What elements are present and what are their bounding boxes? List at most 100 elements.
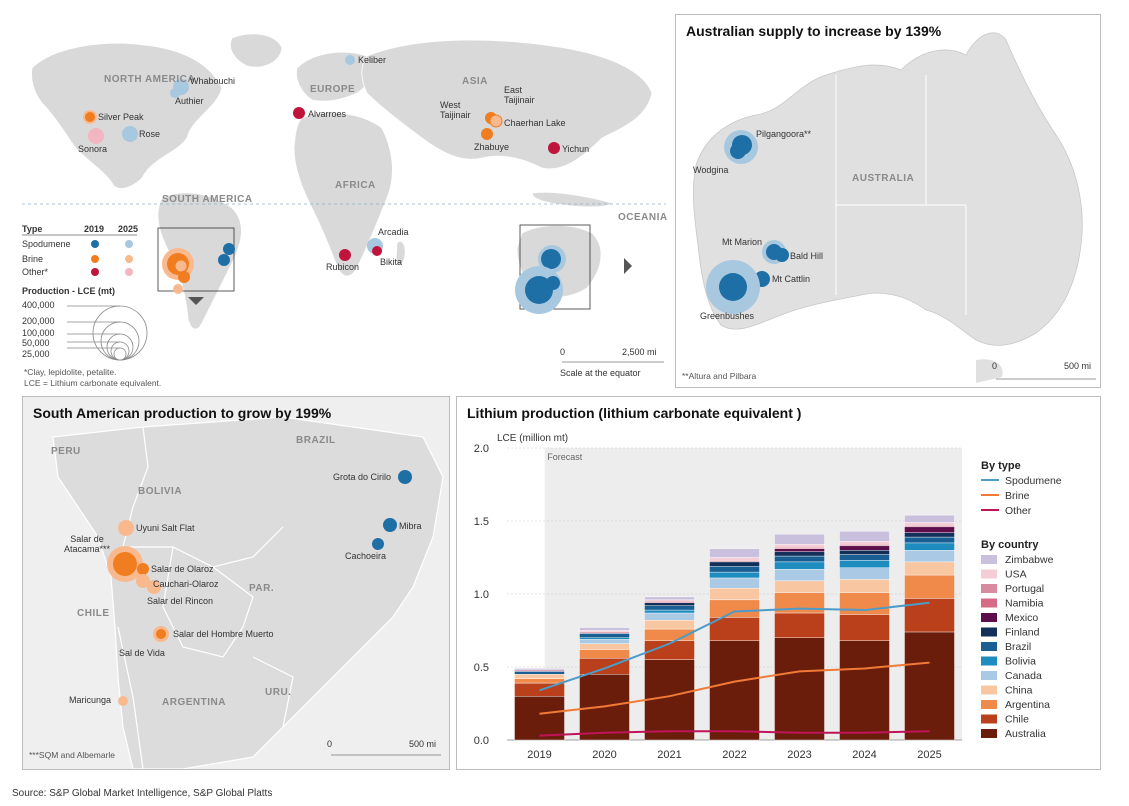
label-yichun: Yichun bbox=[562, 144, 590, 154]
europe-shape bbox=[295, 51, 373, 102]
label-mt-marion: Mt Marion bbox=[722, 237, 763, 247]
bar-segment-bolivia bbox=[579, 637, 630, 640]
bar-segment-chile bbox=[579, 658, 630, 675]
australia-title: Australian supply to increase by 139% bbox=[686, 23, 942, 39]
bar-segment-australia bbox=[904, 631, 955, 741]
bar-segment-bolivia bbox=[774, 561, 825, 570]
label-pilgangoora: Pilgangoora** bbox=[756, 129, 812, 139]
bar-segment-finland bbox=[839, 549, 890, 555]
region-australia: AUSTRALIA bbox=[852, 173, 915, 184]
bar-segment-china bbox=[579, 643, 630, 650]
x-tick-label: 2025 bbox=[917, 749, 941, 761]
label-sonora: Sonora bbox=[78, 144, 108, 154]
asia-shape bbox=[361, 39, 653, 170]
legend-size-25000: 25,000 bbox=[22, 349, 50, 359]
label-cauchari: Cauchari-Olaroz bbox=[153, 579, 219, 589]
bar-segment-china bbox=[514, 674, 565, 679]
label-atacama: Salar de Atacama*** bbox=[63, 534, 111, 554]
y-axis-label: LCE (million mt) bbox=[497, 433, 568, 444]
bar-segment-argentina bbox=[839, 592, 890, 615]
bar-segment-zimbabwe bbox=[904, 514, 955, 523]
bar-segment-usa bbox=[579, 630, 630, 633]
south-america-map bbox=[23, 397, 449, 769]
indonesia-shape bbox=[531, 191, 613, 208]
bar-segment-canada bbox=[904, 549, 955, 563]
madagascar-shape bbox=[395, 240, 406, 266]
bar-segment-canada bbox=[774, 568, 825, 582]
bar-segment-portugal bbox=[709, 560, 760, 563]
legend-year-2025: 2025 bbox=[118, 224, 139, 234]
bar-segment-usa bbox=[774, 544, 825, 548]
y-tick-label: 0.5 bbox=[474, 662, 489, 674]
bar-segment-portugal bbox=[514, 669, 565, 672]
greenland-shape bbox=[230, 33, 283, 68]
legend-label-usa: USA bbox=[1005, 569, 1027, 581]
bar-segment-zimbabwe bbox=[514, 668, 565, 671]
line-brine bbox=[539, 661, 930, 715]
legend-label-chile: Chile bbox=[1005, 714, 1029, 726]
x-tick-label: 2022 bbox=[722, 749, 746, 761]
bar-segment-zimbabwe bbox=[644, 596, 695, 601]
legend-size-400000: 400,000 bbox=[22, 300, 55, 310]
label-olaroz: Salar de Olaroz bbox=[151, 564, 214, 574]
inset-pointer-icon bbox=[624, 258, 632, 274]
legend-label-brazil: Brazil bbox=[1005, 641, 1031, 653]
label-greenbushes: Greenbushes bbox=[700, 311, 755, 321]
footnote-other: *Clay, lepidolite, petalite. bbox=[24, 367, 117, 377]
bar-segment-portugal bbox=[839, 544, 890, 547]
x-tick-label: 2024 bbox=[852, 749, 876, 761]
tasmania-shape bbox=[976, 359, 1003, 383]
label-uyuni: Uyuni Salt Flat bbox=[136, 523, 195, 533]
legend-year-2019: 2019 bbox=[84, 224, 105, 234]
bar-segment-usa bbox=[904, 522, 955, 526]
map-scale-caption: Scale at the equator bbox=[560, 368, 641, 378]
label-mt-cattlin: Mt Cattlin bbox=[772, 274, 811, 284]
bar-segment-zimbabwe bbox=[839, 531, 890, 542]
region-brazil: BRAZIL bbox=[296, 435, 336, 446]
label-keliber: Keliber bbox=[358, 55, 387, 65]
region-africa: AFRICA bbox=[335, 180, 376, 191]
region-oceania: OCEANIA bbox=[618, 212, 668, 223]
region-uru: URU. bbox=[265, 687, 292, 698]
australia-footnote: **Altura and Pilbara bbox=[682, 371, 757, 381]
x-tick-label: 2023 bbox=[787, 749, 811, 761]
map-legend-swatches bbox=[22, 234, 137, 276]
south-america-deposits bbox=[107, 470, 412, 706]
legend-label-canada: Canada bbox=[1005, 670, 1042, 682]
label-grota: Grota do Cirilo bbox=[333, 472, 392, 482]
oceania-inset-box bbox=[519, 224, 591, 310]
south-america-panel: South American production to grow by 199… bbox=[22, 396, 450, 770]
region-bolivia: BOLIVIA bbox=[138, 486, 183, 497]
label-east-taijinair: East Taijinair bbox=[504, 85, 535, 105]
bar-segment-china bbox=[904, 561, 955, 576]
region-argentina: ARGENTINA bbox=[162, 697, 226, 708]
legend-label-mexico: Mexico bbox=[1005, 612, 1038, 624]
line-other bbox=[539, 730, 930, 737]
bar-segment-australia bbox=[644, 659, 695, 741]
region-north-america: NORTH AMERICA bbox=[104, 74, 196, 85]
bar-segment-finland bbox=[709, 561, 760, 567]
bar-segment-portugal bbox=[644, 601, 695, 603]
legend-swatch-china bbox=[981, 685, 997, 695]
bar-segment-australia bbox=[514, 696, 565, 741]
legend-swatch-chile bbox=[981, 714, 997, 724]
legend-swatch-namibia bbox=[981, 598, 997, 608]
bar-segment-zimbabwe bbox=[709, 548, 760, 558]
footnote-lce: LCE = Lithium carbonate equivalent. bbox=[24, 378, 162, 388]
south-america-inset-box bbox=[157, 227, 235, 292]
legend-type-other: Other* bbox=[22, 267, 49, 277]
bar-segment-canada bbox=[709, 577, 760, 589]
legend-type-label: Type bbox=[22, 224, 43, 234]
bar-segment-bolivia bbox=[839, 560, 890, 568]
map-scale-zero: 0 bbox=[560, 347, 566, 357]
region-europe: EUROPE bbox=[310, 84, 356, 95]
label-whabouchi: Whabouchi bbox=[190, 76, 236, 86]
bar-segment-finland bbox=[774, 551, 825, 557]
world-map bbox=[22, 33, 666, 363]
legend-swatch-usa bbox=[981, 569, 997, 579]
bar-segment-usa bbox=[839, 541, 890, 545]
bar-segment-argentina bbox=[579, 649, 630, 659]
bar-segment-usa bbox=[644, 599, 695, 602]
label-silver-peak: Silver Peak bbox=[98, 112, 144, 122]
bar-segment-china bbox=[709, 587, 760, 601]
